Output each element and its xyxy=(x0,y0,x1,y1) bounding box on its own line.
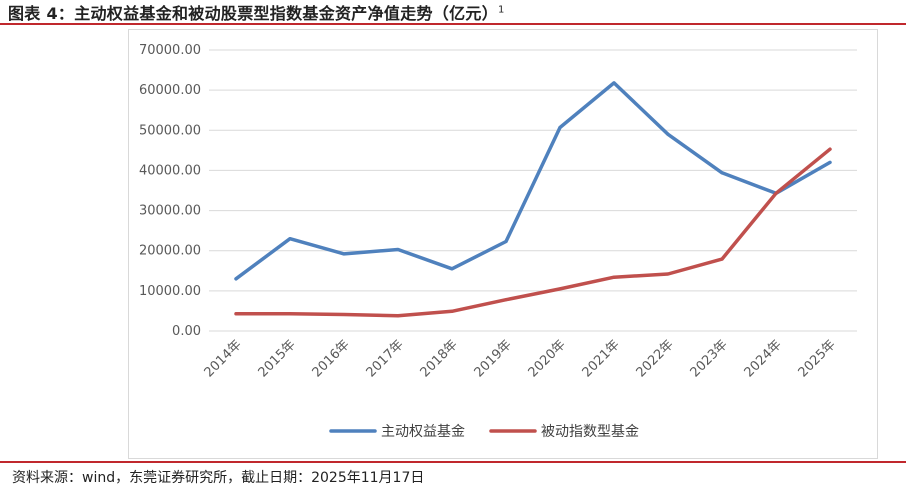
data-point xyxy=(288,312,292,316)
figure-title-text: 图表 4：主动权益基金和被动股票型指数基金资产净值走势（亿元） xyxy=(8,4,499,23)
y-tick-label: 10000.00 xyxy=(139,284,201,299)
data-point xyxy=(396,248,400,252)
legend: 主动权益基金 被动指数型基金 xyxy=(329,423,639,440)
x-tick-label: 2015年 xyxy=(256,337,299,380)
data-point xyxy=(504,298,508,302)
y-tick-label: 60000.00 xyxy=(139,83,201,98)
x-axis-ticks: 2014年 2015年 2016年 2017年 2018年 2019年 2020年 2021年… xyxy=(202,337,839,380)
data-point xyxy=(774,191,778,195)
x-tick-label: 2023年 xyxy=(688,337,731,380)
data-point xyxy=(720,171,724,175)
data-point xyxy=(342,313,346,317)
data-point xyxy=(558,287,562,291)
y-axis-ticks: 0.00 10000.00 20000.00 30000.00 40000.00 5000… xyxy=(139,43,201,339)
footnote-mark: 1 xyxy=(498,4,505,16)
figure-title: 图表 4：主动权益基金和被动股票型指数基金资产净值走势（亿元）1 xyxy=(8,0,505,24)
data-point xyxy=(450,267,454,271)
data-point xyxy=(720,257,724,261)
x-tick-label: 2019年 xyxy=(472,337,515,380)
data-point xyxy=(828,147,832,151)
series-layer xyxy=(234,81,832,318)
y-tick-label: 20000.00 xyxy=(139,244,201,259)
chart-frame: 0.00 10000.00 20000.00 30000.00 40000.00 5000… xyxy=(128,29,878,459)
x-tick-label: 2025年 xyxy=(796,337,839,380)
series-line-1 xyxy=(234,81,832,281)
y-tick-label: 0.00 xyxy=(172,324,201,339)
data-point xyxy=(666,272,670,276)
data-point xyxy=(504,239,508,243)
data-point xyxy=(234,312,238,316)
bottom-divider xyxy=(0,461,906,463)
top-divider xyxy=(0,23,906,25)
x-tick-label: 2022年 xyxy=(634,337,677,380)
line-chart: 0.00 10000.00 20000.00 30000.00 40000.00 5000… xyxy=(139,43,857,440)
data-point xyxy=(612,81,616,85)
data-point xyxy=(612,275,616,279)
y-tick-label: 70000.00 xyxy=(139,43,201,58)
y-tick-label: 50000.00 xyxy=(139,123,201,138)
x-tick-label: 2017年 xyxy=(364,337,407,380)
x-tick-label: 2020年 xyxy=(526,337,569,380)
x-tick-label: 2014年 xyxy=(202,337,245,380)
data-point xyxy=(234,277,238,281)
y-tick-label: 40000.00 xyxy=(139,163,201,178)
x-tick-label: 2016年 xyxy=(310,337,353,380)
grid-layer xyxy=(209,49,857,332)
report-header: 图表 4：主动权益基金和被动股票型指数基金资产净值走势（亿元）1 xyxy=(0,0,906,30)
data-point xyxy=(828,160,832,164)
data-point xyxy=(288,237,292,241)
series-line-2 xyxy=(234,147,832,318)
legend-label: 被动指数型基金 xyxy=(541,423,639,440)
x-tick-label: 2024年 xyxy=(742,337,785,380)
x-tick-label: 2021年 xyxy=(580,337,623,380)
x-tick-label: 2018年 xyxy=(418,337,461,380)
y-tick-label: 30000.00 xyxy=(139,204,201,219)
data-point xyxy=(396,314,400,318)
data-point xyxy=(666,132,670,136)
data-point xyxy=(450,309,454,313)
source-note: 资料来源：wind，东莞证券研究所，截止日期：2025年11月17日 xyxy=(12,470,425,486)
legend-label: 主动权益基金 xyxy=(381,423,465,440)
data-point xyxy=(342,252,346,256)
data-point xyxy=(558,125,562,129)
